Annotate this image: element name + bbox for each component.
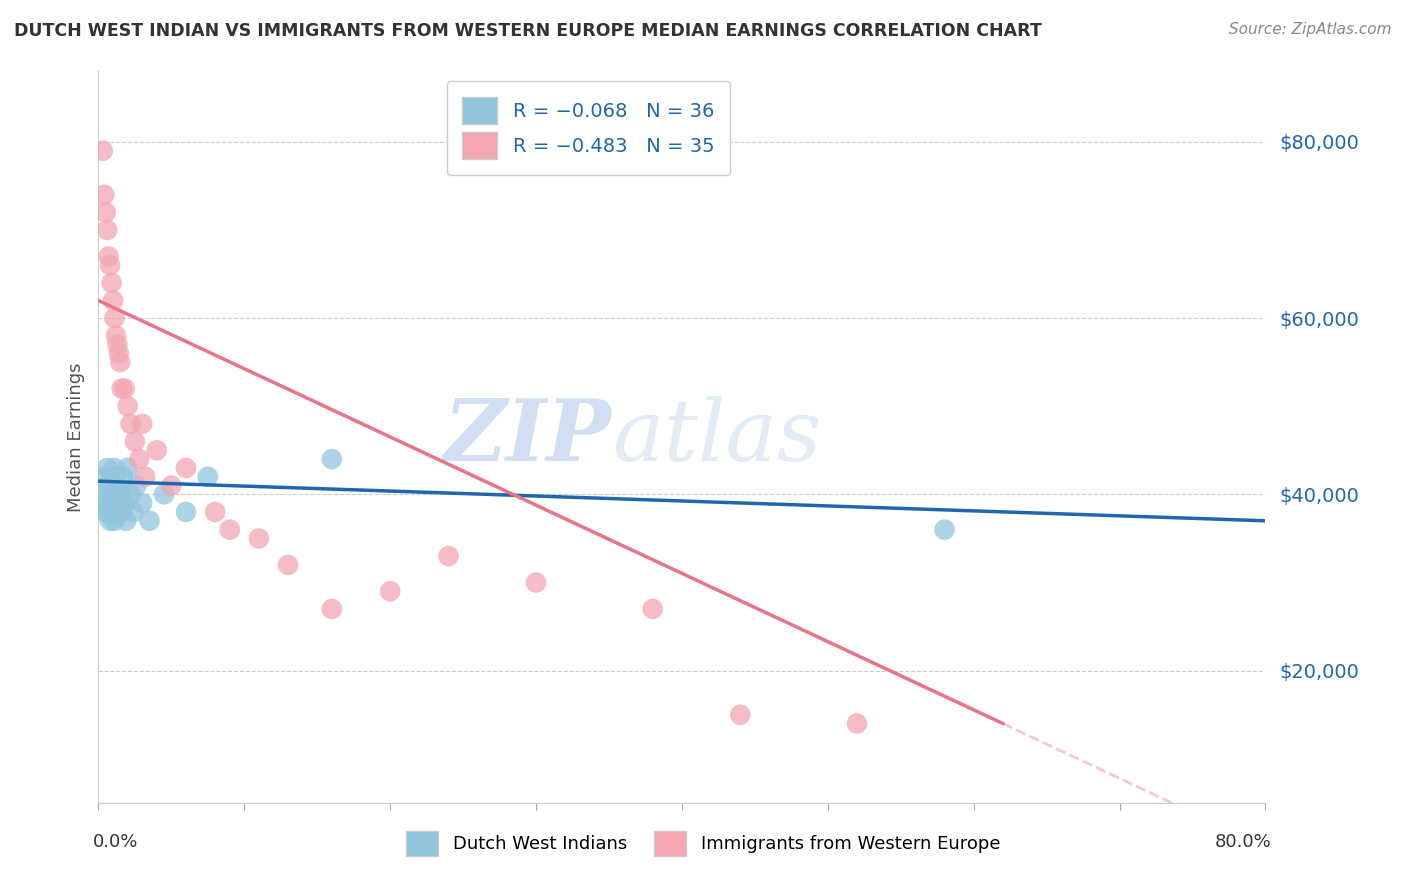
Point <box>101 293 124 308</box>
Point <box>524 575 547 590</box>
Point <box>110 487 132 501</box>
Point <box>105 505 128 519</box>
Point <box>112 469 135 483</box>
Point <box>98 258 121 272</box>
Point <box>101 496 124 510</box>
Point <box>128 452 150 467</box>
Point <box>100 505 122 519</box>
Point <box>174 461 197 475</box>
Point <box>730 707 752 722</box>
Point <box>160 478 183 492</box>
Point <box>97 249 120 263</box>
Point <box>846 716 869 731</box>
Point <box>100 469 122 483</box>
Point <box>93 187 115 202</box>
Point <box>437 549 460 563</box>
Point <box>641 602 664 616</box>
Point <box>321 602 343 616</box>
Point <box>321 452 343 467</box>
Point <box>94 469 117 483</box>
Point <box>103 514 125 528</box>
Text: Source: ZipAtlas.com: Source: ZipAtlas.com <box>1229 22 1392 37</box>
Point <box>153 487 176 501</box>
Point <box>117 399 139 413</box>
Point <box>111 382 134 396</box>
Point <box>111 505 134 519</box>
Point <box>96 461 118 475</box>
Point <box>101 478 124 492</box>
Point <box>108 496 131 510</box>
Point <box>138 514 160 528</box>
Point <box>91 144 114 158</box>
Point <box>96 496 118 510</box>
Legend: Dutch West Indians, Immigrants from Western Europe: Dutch West Indians, Immigrants from West… <box>396 822 1010 865</box>
Point <box>204 505 226 519</box>
Point <box>218 523 240 537</box>
Point <box>124 434 146 449</box>
Point <box>131 417 153 431</box>
Point <box>120 487 142 501</box>
Point <box>110 355 132 369</box>
Text: DUTCH WEST INDIAN VS IMMIGRANTS FROM WESTERN EUROPE MEDIAN EARNINGS CORRELATION : DUTCH WEST INDIAN VS IMMIGRANTS FROM WES… <box>14 22 1042 40</box>
Point <box>104 487 127 501</box>
Legend: R = −0.068   N = 36, R = −0.483   N = 35: R = −0.068 N = 36, R = −0.483 N = 35 <box>447 81 730 175</box>
Point <box>120 417 142 431</box>
Point <box>105 337 128 351</box>
Point <box>91 487 114 501</box>
Point <box>134 469 156 483</box>
Point <box>98 487 121 501</box>
Point <box>100 276 122 290</box>
Point <box>98 514 121 528</box>
Point <box>117 461 139 475</box>
Text: 80.0%: 80.0% <box>1215 833 1271 851</box>
Point <box>197 469 219 483</box>
Point <box>93 505 115 519</box>
Point <box>131 496 153 510</box>
Point <box>97 478 120 492</box>
Point <box>125 478 148 492</box>
Point <box>104 328 127 343</box>
Y-axis label: Median Earnings: Median Earnings <box>66 362 84 512</box>
Point <box>146 443 169 458</box>
Point <box>122 505 145 519</box>
Point <box>114 382 136 396</box>
Text: atlas: atlas <box>612 396 821 478</box>
Point <box>277 558 299 572</box>
Point <box>105 478 128 492</box>
Point <box>97 505 120 519</box>
Point <box>934 523 956 537</box>
Point <box>380 584 402 599</box>
Point <box>108 346 131 360</box>
Point <box>174 505 197 519</box>
Point <box>247 532 270 546</box>
Point <box>103 311 125 326</box>
Point <box>94 205 117 219</box>
Text: ZIP: ZIP <box>444 395 612 479</box>
Point <box>104 469 127 483</box>
Point <box>103 461 125 475</box>
Point <box>115 514 138 528</box>
Point <box>96 223 118 237</box>
Text: 0.0%: 0.0% <box>93 833 138 851</box>
Point <box>114 496 136 510</box>
